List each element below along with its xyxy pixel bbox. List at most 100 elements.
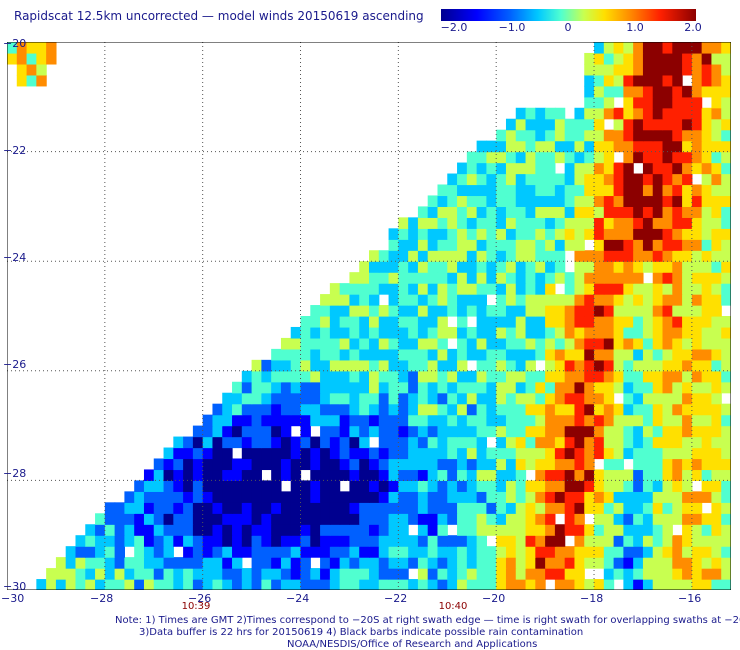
wind-cell xyxy=(271,469,282,481)
wind-cell xyxy=(398,579,409,591)
wind-cell xyxy=(672,173,683,186)
wind-cell xyxy=(496,359,507,372)
wind-cell xyxy=(505,359,517,372)
wind-cell xyxy=(427,316,439,328)
wind-cell xyxy=(623,261,634,273)
map-plot[interactable] xyxy=(6,41,732,591)
wind-cell xyxy=(280,513,292,525)
wind-cell xyxy=(359,294,370,306)
wind-cell xyxy=(701,228,713,240)
wind-cell xyxy=(554,239,566,251)
x-tick-label-7: −16 xyxy=(678,592,702,605)
wind-cell xyxy=(251,480,262,492)
wind-cell xyxy=(466,381,478,394)
wind-cell xyxy=(682,173,693,186)
wind-cell xyxy=(486,151,497,164)
wind-cell xyxy=(662,425,673,438)
wind-cell xyxy=(36,74,47,87)
wind-cell xyxy=(672,305,683,317)
wind-cell xyxy=(613,283,624,295)
wind-cell xyxy=(535,403,546,416)
wind-cell xyxy=(173,502,184,514)
wind-cell xyxy=(349,348,360,361)
wind-cell xyxy=(339,579,351,591)
wind-cell xyxy=(212,557,223,569)
wind-cell xyxy=(310,491,321,503)
wind-cell xyxy=(290,502,302,514)
wind-cell xyxy=(163,458,174,471)
wind-cell xyxy=(564,316,576,328)
wind-cell xyxy=(642,337,654,350)
wind-cell xyxy=(515,272,527,284)
wind-cell xyxy=(594,480,605,492)
wind-cell xyxy=(721,579,732,591)
wind-cell xyxy=(320,414,331,427)
wind-cell xyxy=(486,316,497,328)
wind-cell xyxy=(280,535,292,547)
wind-cell xyxy=(320,557,331,569)
wind-cell xyxy=(545,162,556,175)
wind-cell xyxy=(466,294,478,306)
wind-cell xyxy=(672,239,683,251)
wind-cell xyxy=(349,502,360,514)
wind-cell xyxy=(232,458,243,471)
wind-cell xyxy=(545,425,556,438)
wind-cell xyxy=(222,579,233,591)
wind-cell xyxy=(369,414,380,427)
wind-cell xyxy=(711,294,722,306)
wind-cell xyxy=(642,535,654,547)
wind-cell xyxy=(691,272,703,284)
wind-cell xyxy=(466,272,478,284)
wind-cell xyxy=(457,272,468,284)
wind-cell xyxy=(359,513,370,525)
wind-cell xyxy=(329,392,341,405)
wind-cell xyxy=(339,294,351,306)
wind-cell xyxy=(496,283,507,295)
wind-cell xyxy=(447,480,458,492)
wind-cell xyxy=(349,436,360,449)
wind-cell xyxy=(329,480,341,492)
wind-cell xyxy=(466,173,478,186)
wind-cell xyxy=(369,272,380,284)
wind-cell xyxy=(505,118,517,131)
wind-cell xyxy=(594,316,605,328)
wind-cell xyxy=(369,283,380,295)
wind-cell xyxy=(672,85,683,98)
wind-cell xyxy=(359,326,370,339)
wind-cell xyxy=(388,403,399,416)
wind-cell xyxy=(496,414,507,427)
wind-cell xyxy=(212,535,223,547)
wind-cell xyxy=(515,491,527,503)
wind-cell xyxy=(329,579,341,591)
wind-cell xyxy=(535,524,546,536)
wind-cell xyxy=(192,513,204,525)
wind-cell xyxy=(329,294,341,306)
wind-cell xyxy=(721,546,732,558)
wind-cell xyxy=(545,546,556,558)
wind-cell xyxy=(85,557,96,569)
wind-cell xyxy=(290,524,302,536)
wind-cell xyxy=(300,491,311,503)
wind-cell xyxy=(290,414,302,427)
wind-cell xyxy=(515,239,527,251)
wind-cell xyxy=(408,217,419,229)
wind-cell xyxy=(545,480,556,492)
wind-cell xyxy=(613,140,624,153)
wind-cell xyxy=(476,425,487,438)
wind-cell xyxy=(183,568,194,580)
wind-cell xyxy=(320,316,331,328)
wind-cell xyxy=(525,403,536,416)
wind-cell xyxy=(427,535,439,547)
wind-cell xyxy=(613,195,624,207)
wind-cell xyxy=(642,348,654,361)
wind-cell xyxy=(711,546,722,558)
wind-cell xyxy=(633,568,644,580)
wind-cell xyxy=(545,217,556,229)
wind-cell xyxy=(359,524,370,536)
wind-cell xyxy=(564,458,576,471)
wind-cell xyxy=(623,469,634,481)
wind-cell xyxy=(652,151,664,164)
wind-cell xyxy=(114,513,125,525)
wind-cell xyxy=(241,524,253,536)
wind-cell xyxy=(554,195,566,207)
